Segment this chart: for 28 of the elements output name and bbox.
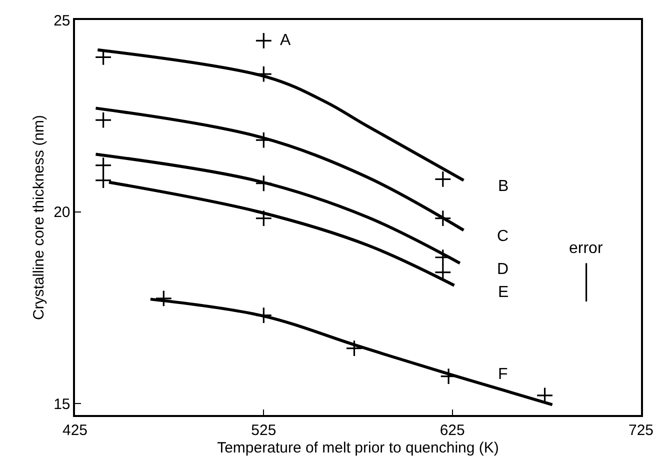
point (94, 112, 112, 129)
x-tick-label: 725 (628, 422, 654, 439)
x-axis-title: Temperature of melt prior to quenching (K) (217, 439, 499, 456)
series-label: error (569, 240, 604, 257)
x-tick-label: 425 (62, 422, 88, 439)
point (94, 172, 112, 189)
text: E (498, 284, 509, 301)
point (434, 170, 452, 188)
point (434, 210, 452, 227)
y-tick-label: 25 (54, 12, 70, 30)
series-label: A (280, 32, 291, 49)
text: D (497, 261, 509, 278)
line-series (94, 152, 462, 265)
point (346, 340, 363, 357)
line-series (94, 106, 466, 232)
text: C (497, 228, 509, 245)
point (255, 174, 272, 192)
point (255, 32, 272, 50)
x-tick-label: 625 (440, 422, 465, 439)
point (255, 210, 272, 227)
series-label: F (498, 366, 508, 383)
point (155, 290, 172, 307)
text: B (498, 178, 509, 195)
y-axis-title: Crystalline core thickness (nm) (30, 114, 48, 320)
x-tick-label: 525 (251, 422, 276, 439)
y-tick-label: 20 (54, 204, 70, 221)
y-tick-label: 15 (54, 396, 70, 413)
point (94, 156, 112, 174)
